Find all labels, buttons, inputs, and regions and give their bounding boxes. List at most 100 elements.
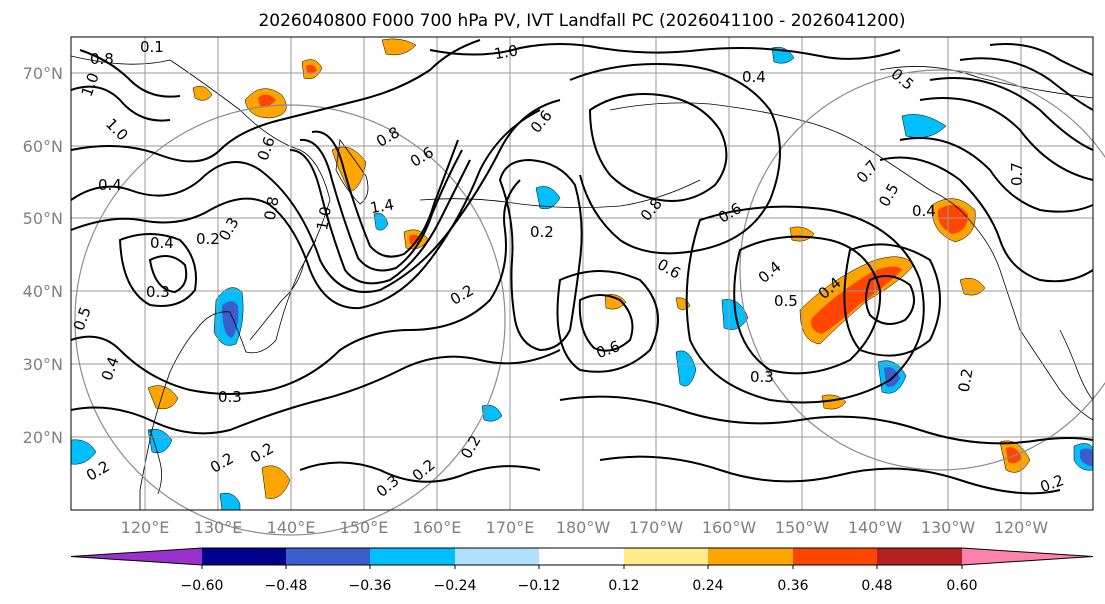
coastline-philippines	[149, 429, 162, 495]
contour-label: 1.0	[313, 205, 335, 232]
pv-contour	[919, 97, 1094, 181]
colorbar-tick: 0.48	[861, 578, 892, 594]
pv-contour	[588, 93, 728, 202]
lat-label-60n: 60°N	[23, 137, 63, 156]
positive-anomaly	[192, 85, 213, 101]
colorbar-ticks: −0.60 −0.48 −0.36 −0.24 −0.12 0.12 0.24 …	[181, 578, 978, 594]
map-panel: 0.1 1.0 0.8 1.0 0.4 0.6 0.5 0.2 0.8 0.6 …	[70, 36, 1105, 536]
colorbar-tick: 0.24	[692, 578, 723, 594]
pv-contour	[299, 461, 541, 483]
lon-label: 140°W	[848, 518, 903, 537]
pv-contour	[498, 158, 583, 352]
coastline-kamchatka	[335, 138, 369, 205]
contour-label: 0.4	[150, 234, 174, 252]
map-title: 2026040800 F000 700 hPa PV, IVT Landfall…	[258, 11, 905, 31]
colorbar-swatches	[70, 547, 1094, 569]
pv-contour	[899, 137, 1094, 213]
colorbar: −0.60 −0.48 −0.36 −0.24 −0.12 0.12 0.24 …	[70, 547, 1094, 594]
colorbar-swatch	[455, 548, 539, 565]
pv-contour	[79, 49, 181, 98]
positive-anomaly	[811, 266, 902, 334]
positive-anomaly	[258, 94, 276, 107]
lat-label-70n: 70°N	[23, 64, 63, 83]
colorbar-tick: 0.36	[777, 578, 808, 594]
positive-anomaly	[147, 385, 179, 410]
contour-label: 0.2	[196, 230, 220, 248]
contour-label: 1.0	[493, 41, 520, 63]
lon-label: 170°W	[629, 518, 684, 537]
pv-contour	[311, 130, 459, 258]
colorbar-swatch	[962, 548, 1093, 565]
lon-label: 120°W	[994, 518, 1049, 537]
lon-label: 150°W	[775, 518, 830, 537]
colorbar-swatch	[202, 548, 286, 565]
negative-anomaly	[373, 212, 389, 231]
colorbar-tick: 0.12	[608, 578, 639, 594]
colorbar-swatch	[877, 548, 962, 565]
contour-label: 0.4	[912, 202, 936, 220]
pv-contour	[70, 85, 171, 122]
negative-anomaly	[147, 428, 173, 453]
colorbar-tick: −0.36	[349, 578, 392, 594]
contour-label: 0.3	[146, 283, 170, 301]
lon-label: 130°E	[194, 518, 243, 537]
negative-anomaly	[219, 492, 241, 511]
pv-contour	[299, 138, 463, 272]
pv-contour	[599, 455, 1061, 495]
lon-label: 180°W	[556, 518, 611, 537]
pv-contour	[929, 77, 1094, 151]
positive-anomaly	[306, 64, 317, 74]
positive-anomaly	[937, 204, 968, 234]
pv-contour	[569, 63, 781, 255]
lat-label-40n: 40°N	[23, 282, 63, 301]
pv-contour	[685, 205, 925, 404]
colorbar-swatch	[793, 548, 877, 565]
pv-contour	[959, 57, 1094, 111]
latitude-labels: 70°N 60°N 50°N 40°N 30°N 20°N	[23, 64, 63, 447]
pv-contour	[865, 275, 915, 325]
contour-label: 0.1	[140, 38, 164, 56]
coastline-arctic	[879, 66, 1094, 99]
negative-anomaly	[1080, 448, 1093, 466]
colorbar-swatch	[286, 548, 370, 565]
landfall-circle-west	[74, 104, 506, 536]
longitude-labels: 120°E 130°E 140°E 150°E 160°E 170°E 180°…	[121, 518, 1049, 537]
colorbar-tick: 0.60	[946, 578, 977, 594]
coastline-asia	[70, 55, 331, 510]
pv-contour	[70, 99, 561, 293]
colorbar-tick: −0.60	[181, 578, 224, 594]
contour-label: 0.4	[98, 176, 122, 194]
negative-anomaly	[675, 350, 697, 387]
lat-label-50n: 50°N	[23, 209, 63, 228]
contour-label: 0.8	[90, 50, 114, 68]
pv-contour	[289, 149, 471, 285]
pv-contour	[70, 349, 561, 435]
lat-label-20n: 20°N	[23, 428, 63, 447]
coastline-aleutians	[419, 179, 701, 208]
colorbar-swatch	[624, 548, 708, 565]
pv-contour	[118, 233, 197, 307]
contour-label: 0.3	[750, 368, 774, 386]
pv-contour	[429, 43, 901, 60]
lon-label: 160°E	[413, 518, 462, 537]
pv-contours	[70, 39, 1094, 495]
pv-contour	[556, 270, 659, 373]
colorbar-swatch	[71, 548, 202, 565]
map-frame	[70, 36, 1094, 511]
negative-anomaly	[481, 404, 503, 422]
lon-label: 150°E	[340, 518, 389, 537]
pv-contour	[879, 156, 1094, 283]
colorbar-swatch	[539, 548, 624, 565]
colorbar-tick: −0.24	[434, 578, 477, 594]
lon-label: 120°E	[121, 518, 170, 537]
pv-contour	[843, 243, 941, 357]
lon-label: 140°E	[267, 518, 316, 537]
contour-label: 0.8	[261, 195, 283, 222]
negative-anomaly	[535, 186, 561, 210]
negative-anomaly	[222, 301, 239, 338]
positive-anomaly	[381, 38, 417, 56]
lat-label-30n: 30°N	[23, 355, 63, 374]
contour-label: 1.4	[369, 195, 396, 217]
landfall-circles	[74, 69, 1105, 536]
